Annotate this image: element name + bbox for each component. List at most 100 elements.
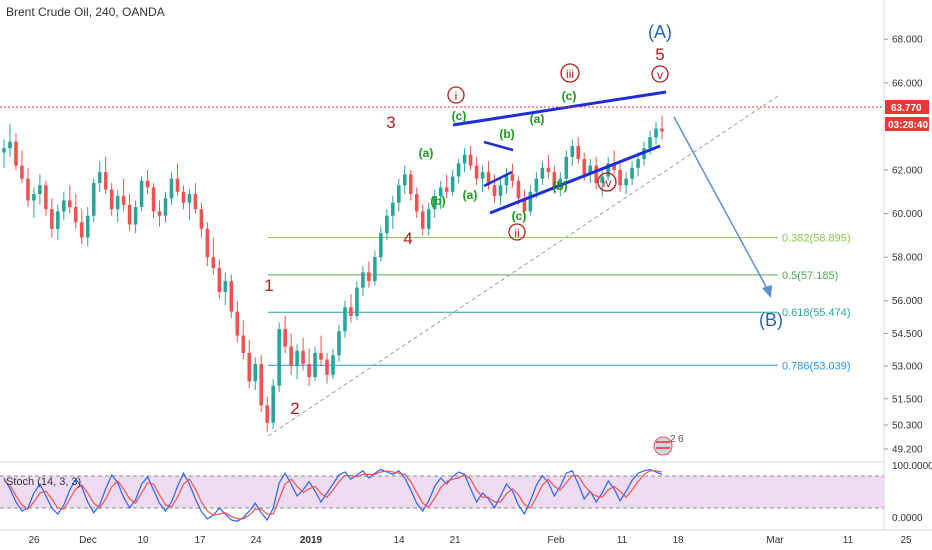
- countdown-value: 03:28:40: [888, 120, 928, 131]
- candle-body: [588, 165, 593, 175]
- stoch-axis-label-100: 100.0000: [892, 461, 932, 472]
- triangle-lower-line[interactable]: [483, 170, 513, 188]
- last-price-value: 63.770: [891, 103, 922, 114]
- candle-body: [331, 355, 335, 375]
- price-tick-label: 58.000: [892, 253, 923, 264]
- candle-body: [552, 172, 557, 188]
- candle-body: [486, 172, 491, 186]
- candle-body: [115, 196, 120, 210]
- wave-label-a-3: (a): [530, 112, 545, 126]
- candle-body: [26, 178, 30, 201]
- candle-body: [367, 272, 371, 282]
- candle-body: [654, 128, 658, 138]
- candle-body: [265, 405, 269, 423]
- candle-body: [546, 167, 551, 173]
- date-tick-label: 17: [194, 535, 206, 546]
- triangle-upper-line[interactable]: [483, 140, 514, 152]
- wave-label-iii: iii: [566, 67, 574, 81]
- fibonacci-level-label: 0.786(53.039): [782, 360, 851, 372]
- candle-body: [253, 363, 258, 382]
- wave-label-5: 5: [655, 45, 664, 64]
- stoch-title: Stoch (14, 3, 3): [6, 476, 81, 488]
- candle-body: [307, 363, 311, 378]
- candle-body: [373, 257, 377, 282]
- wave-label-2: 2: [290, 399, 299, 418]
- candle-body: [462, 154, 467, 164]
- projection-arrow-line[interactable]: [673, 116, 771, 295]
- date-tick-label: 25: [900, 535, 912, 546]
- candle-body: [2, 148, 6, 153]
- candle-body: [133, 207, 138, 225]
- candle-body: [145, 180, 150, 188]
- stoch-d-line[interactable]: [3, 470, 663, 520]
- candle-body: [450, 176, 455, 192]
- wave-label-v: v: [657, 68, 663, 82]
- date-tick-label: 21: [449, 535, 461, 546]
- stoch-k-line[interactable]: [3, 468, 663, 522]
- date-axis[interactable]: 26 Dec 10 17 24 2019 14 21 Feb 11 18 Mar 11 25: [0, 529, 932, 550]
- candle-body: [91, 183, 96, 216]
- wedge-upper-line[interactable]: [452, 90, 667, 127]
- wave-labels-green: (c) (a) (b) (a) (b) (c) (a) (b) (c): [419, 89, 577, 223]
- candle-body: [169, 178, 174, 199]
- price-pane[interactable]: 0.382(58.895) 0.5(57.185) 0.618(55.474) 0.7…: [0, 5, 884, 456]
- last-price-badge: [885, 100, 929, 114]
- candle-body: [283, 329, 287, 347]
- candle-body: [319, 353, 323, 360]
- candle-body: [528, 191, 533, 212]
- wave-iii-circle: [560, 63, 580, 83]
- candle-body: [68, 200, 72, 208]
- candle-body: [271, 385, 275, 423]
- candle-body: [498, 185, 503, 197]
- us-flag-stripe-icon: [656, 441, 670, 443]
- candle-body: [32, 193, 36, 201]
- wave-label-ii: ii: [514, 226, 519, 240]
- candle-body: [56, 211, 60, 229]
- candle-body: [618, 169, 622, 186]
- candle-body: [163, 198, 168, 216]
- candle-body: [235, 311, 240, 336]
- candle-body: [295, 350, 299, 367]
- candles[interactable]: [2, 115, 664, 432]
- candle-body: [73, 207, 78, 223]
- wave-label-c-1: (c): [452, 109, 467, 123]
- wave-label-i: i: [455, 89, 458, 103]
- wave-label-c-3: (c): [562, 89, 577, 103]
- candle-body: [109, 189, 114, 210]
- wave-ii-circle: [508, 223, 526, 241]
- price-axis-bg: [884, 0, 932, 530]
- price-axis[interactable]: 68.00066.00064.00062.00060.00058.00056.0…: [883, 0, 932, 530]
- stochastic-pane[interactable]: Stoch (14, 3, 3): [0, 468, 884, 522]
- candle-body: [432, 196, 437, 210]
- fibonacci-level-label: 0.382(58.895): [782, 233, 851, 245]
- us-flag-stripe-icon: [656, 447, 670, 449]
- fibonacci-levels: 0.382(58.895) 0.5(57.185) 0.618(55.474) 0.7…: [268, 233, 851, 372]
- elliott-wave-drawings[interactable]: [267, 90, 779, 437]
- wave-label-3: 3: [386, 113, 395, 132]
- wedge-lower-line[interactable]: [489, 144, 661, 215]
- candle-body: [121, 196, 126, 205]
- candle-body: [50, 209, 54, 229]
- fibonacci-level-label: 0.618(55.474): [782, 307, 851, 319]
- wave-label-iv: iv: [603, 176, 612, 190]
- candle-body: [570, 146, 575, 157]
- wave-label-c-2: (c): [512, 209, 527, 223]
- candle-body: [259, 363, 264, 406]
- candle-body: [355, 287, 359, 316]
- wave-iv-circle: [597, 172, 617, 192]
- wave-labels-red: 1 2 3 4 5: [264, 45, 664, 418]
- candle-body: [103, 172, 108, 190]
- candle-body: [510, 174, 515, 181]
- price-tick-label: 56.000: [892, 296, 923, 307]
- date-tick-label: 24: [250, 535, 262, 546]
- candle-body: [349, 307, 353, 316]
- candle-body: [636, 159, 640, 168]
- stoch-band: [0, 476, 884, 508]
- price-tick-label: 62.000: [892, 165, 923, 176]
- price-tick-label: 66.000: [892, 78, 923, 89]
- candle-body: [139, 180, 144, 208]
- events-badge[interactable]: 2 6: [653, 434, 684, 456]
- candle-body: [438, 187, 443, 197]
- wave-label-b-1: (b): [430, 194, 445, 208]
